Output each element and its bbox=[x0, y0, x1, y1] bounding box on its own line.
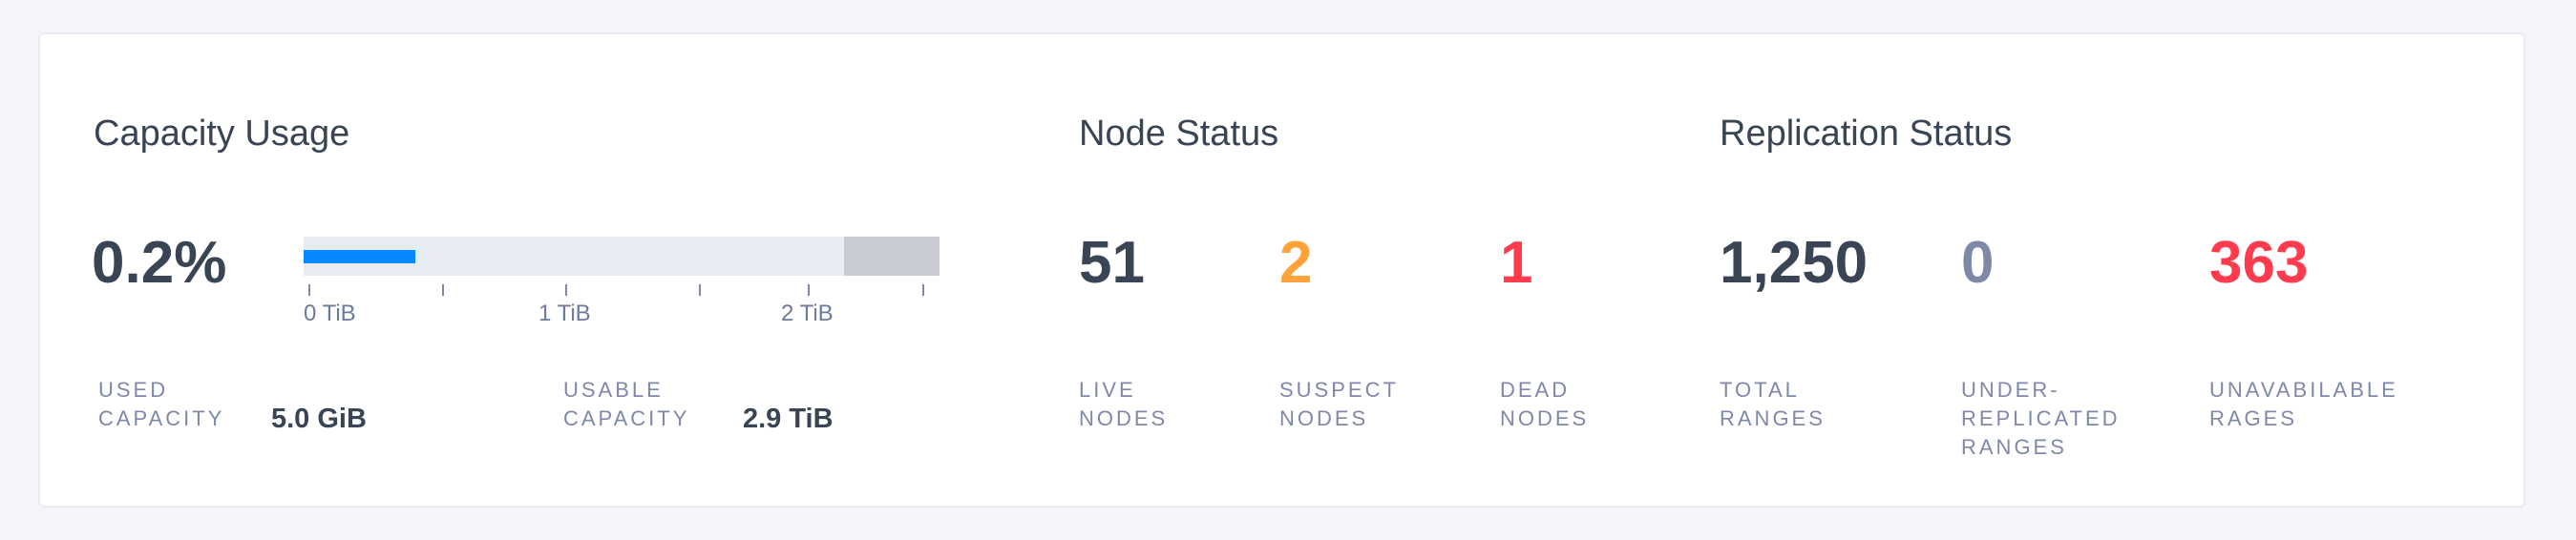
suspect-nodes-label: SUSPECT NODES bbox=[1279, 378, 1399, 430]
under-replicated-value: 0 bbox=[1961, 230, 1995, 296]
used-capacity-value: 5.0 GiB bbox=[271, 404, 367, 434]
capacity-bar-reserved bbox=[844, 237, 940, 276]
unavailable-ranges-label: UNAVABILABLE RAGES bbox=[2209, 378, 2398, 430]
node-status-title: Node Status bbox=[1079, 114, 1279, 154]
axis-tick bbox=[308, 284, 310, 296]
used-capacity-label: USED CAPACITY bbox=[98, 378, 225, 430]
axis-label: 0 TiB bbox=[304, 301, 356, 326]
unavailable-ranges-value: 363 bbox=[2209, 230, 2309, 296]
axis-tick bbox=[565, 284, 567, 296]
dead-nodes-label: DEAD NODES bbox=[1500, 378, 1590, 430]
replication-status-title: Replication Status bbox=[1720, 114, 2013, 154]
capacity-usage-title: Capacity Usage bbox=[94, 114, 350, 154]
usable-capacity-value: 2.9 TiB bbox=[743, 404, 834, 434]
axis-label: 2 TiB bbox=[781, 301, 834, 326]
axis-label: 1 TiB bbox=[538, 301, 591, 326]
live-nodes-value: 51 bbox=[1079, 230, 1145, 296]
under-replicated-label: UNDER- REPLICATED RANGES bbox=[1961, 378, 2121, 459]
live-nodes-label: LIVE NODES bbox=[1079, 378, 1169, 430]
axis-tick bbox=[442, 284, 444, 296]
axis-tick bbox=[922, 284, 924, 296]
capacity-percent: 0.2% bbox=[92, 230, 227, 296]
axis-tick bbox=[699, 284, 701, 296]
dead-nodes-value: 1 bbox=[1500, 230, 1533, 296]
total-ranges-label: TOTAL RANGES bbox=[1720, 378, 1826, 430]
usable-capacity-label: USABLE CAPACITY bbox=[563, 378, 690, 430]
capacity-bar bbox=[304, 237, 940, 276]
capacity-bar-used bbox=[304, 250, 415, 263]
suspect-nodes-value: 2 bbox=[1279, 230, 1313, 296]
total-ranges-value: 1,250 bbox=[1720, 230, 1869, 296]
axis-tick bbox=[808, 284, 810, 296]
